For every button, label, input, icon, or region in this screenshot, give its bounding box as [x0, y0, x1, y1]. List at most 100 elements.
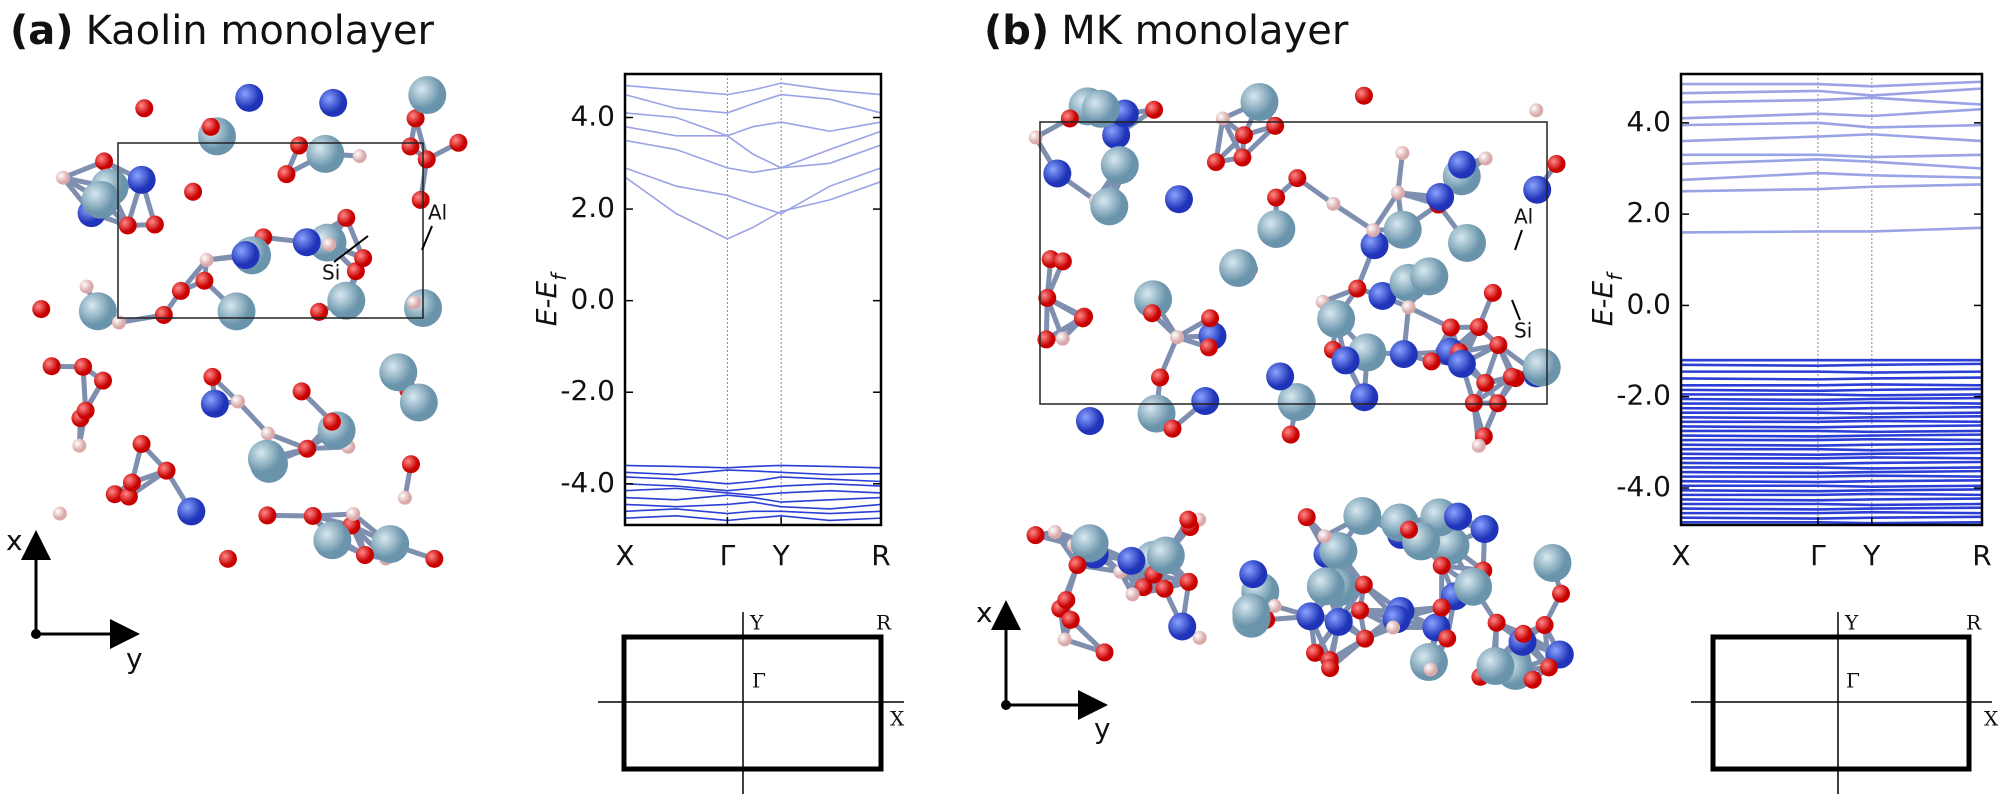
atom [1331, 346, 1360, 375]
axis-label: x [6, 524, 23, 557]
atom [277, 165, 296, 184]
atom [1267, 188, 1286, 207]
band [1681, 442, 1982, 447]
atom [322, 412, 341, 431]
atom [1444, 502, 1473, 531]
atom [76, 401, 95, 420]
atom [327, 281, 366, 320]
atom [371, 525, 410, 564]
atom [1470, 515, 1499, 544]
y-tick-label: 4.0 [1626, 105, 1671, 138]
atom [1478, 151, 1493, 166]
band [625, 501, 881, 510]
cell-box [1039, 121, 1548, 405]
atom [1547, 154, 1566, 173]
atom [417, 150, 436, 169]
bz-box [1710, 634, 1972, 772]
atom [1383, 210, 1422, 249]
atom [1324, 607, 1353, 636]
atom [1215, 111, 1230, 126]
atom [184, 182, 203, 201]
atom [303, 506, 322, 525]
panel-label: (a) [10, 8, 74, 54]
atom [1395, 146, 1410, 161]
atom [399, 383, 438, 422]
atom [1471, 438, 1486, 453]
axis-origin [31, 629, 41, 639]
atom [1143, 304, 1162, 323]
band [625, 93, 881, 114]
atom [218, 549, 237, 568]
atom [1201, 309, 1220, 328]
x-tick-label: Γ [720, 539, 736, 572]
plot-frame [623, 72, 883, 527]
atom [1469, 318, 1488, 337]
atom [154, 305, 173, 324]
atom-label: Si [1514, 319, 1532, 343]
atom [1191, 387, 1220, 416]
x-tick-label: Y [772, 539, 791, 572]
band [625, 494, 881, 503]
atom [1239, 560, 1268, 589]
atom [1266, 362, 1295, 391]
atom [1523, 175, 1552, 204]
atom [1533, 543, 1572, 582]
atom [449, 133, 468, 152]
band [625, 464, 881, 469]
atom [1081, 89, 1120, 128]
atom [1354, 86, 1373, 105]
atom [1522, 348, 1561, 387]
atom [319, 88, 348, 117]
atom [1095, 643, 1114, 662]
atom [1232, 593, 1271, 632]
atom [1055, 331, 1070, 346]
band [625, 82, 881, 96]
atom [354, 249, 373, 268]
atom [260, 426, 275, 441]
atom-label: Al [428, 201, 447, 225]
band [1681, 429, 1982, 434]
atom [1539, 658, 1558, 677]
atom [95, 152, 114, 171]
y-tick-label: -4.0 [560, 466, 615, 499]
band [1681, 387, 1982, 393]
band [1681, 510, 1982, 515]
band [1681, 183, 1982, 193]
atom [1288, 169, 1307, 188]
bond [236, 399, 270, 436]
band [1681, 107, 1982, 120]
atom [1297, 508, 1316, 527]
band [625, 487, 881, 497]
y-tick-label: 0.0 [1626, 287, 1671, 320]
atom [1061, 610, 1080, 629]
band [1681, 520, 1982, 525]
band [1681, 96, 1982, 106]
atom [1206, 153, 1225, 172]
plot-area [625, 74, 881, 525]
atom [306, 134, 345, 173]
axis-label: y [1094, 712, 1111, 745]
band [1681, 393, 1982, 397]
band [1681, 171, 1982, 182]
atom [1043, 159, 1072, 188]
atom [1100, 146, 1139, 185]
band [1681, 87, 1982, 97]
panel-name: Kaolin monolayer [86, 8, 435, 54]
band [625, 482, 881, 492]
atom [408, 76, 447, 115]
band [1681, 502, 1982, 507]
atom [79, 279, 94, 294]
atom [1267, 599, 1282, 614]
x-tick-label: Y [1862, 539, 1881, 572]
bz-label: X [1984, 707, 1999, 731]
atom [1354, 575, 1373, 594]
atom [1125, 587, 1140, 602]
atom-label: Si [322, 261, 340, 285]
atom [1053, 252, 1072, 271]
atom [407, 295, 422, 310]
atom [1037, 330, 1056, 349]
leader [421, 225, 433, 251]
atom [1028, 130, 1043, 145]
band [1681, 419, 1982, 424]
atom [1476, 373, 1495, 392]
